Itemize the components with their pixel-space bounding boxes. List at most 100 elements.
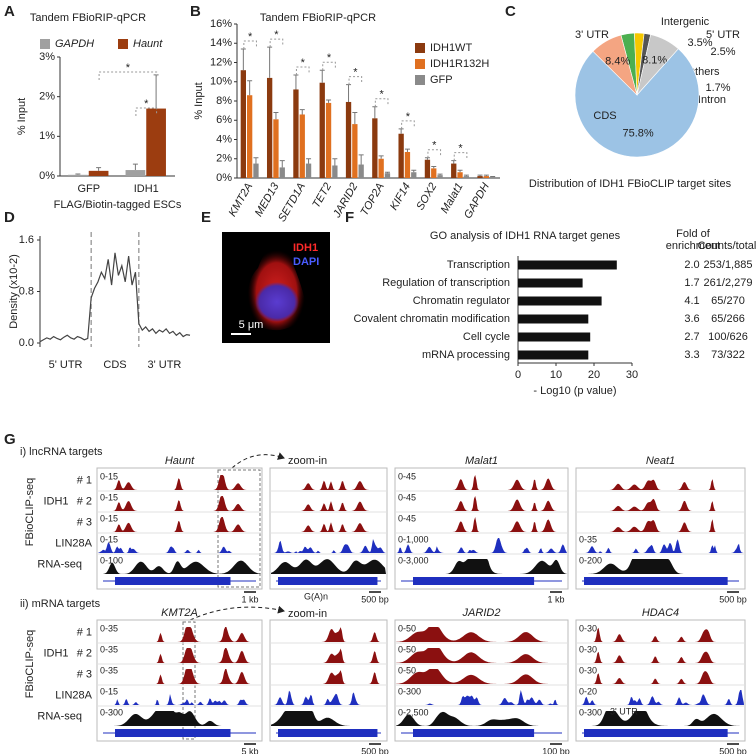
zoom-label: zoom-in — [288, 608, 327, 620]
row-label: RNA-seq — [37, 558, 82, 570]
bar — [319, 82, 325, 178]
bar — [246, 95, 253, 178]
track-signal — [98, 711, 261, 726]
x-tick-label: KIF14 — [388, 181, 413, 212]
track-range: 0-45 — [398, 513, 416, 523]
track-range: 0-300 — [579, 707, 602, 717]
track-signal — [396, 538, 567, 553]
track-range: 0-35 — [100, 623, 118, 633]
x-tick-label: 10 — [550, 369, 562, 381]
gene-exon — [584, 729, 728, 737]
slice-name: Intergenic — [661, 16, 710, 28]
error-bar — [398, 128, 404, 134]
gene-name: Malat1 — [465, 455, 498, 467]
track-range: 0-30 — [579, 623, 597, 633]
error-bar — [477, 174, 483, 177]
track-signal — [271, 690, 386, 705]
track-signal — [577, 671, 744, 684]
track-range: 0-1,000 — [398, 534, 429, 544]
error-bar — [153, 74, 159, 109]
x-tick-label: KMT2A — [227, 181, 256, 219]
significance-star: * — [353, 67, 358, 79]
stain-label: DAPI — [293, 256, 319, 268]
bar — [266, 77, 273, 178]
row-label: LIN28A — [55, 537, 92, 549]
track-signal — [577, 479, 744, 490]
error-bar — [132, 163, 138, 171]
region-label: CDS — [103, 359, 126, 371]
track-signal — [271, 522, 386, 532]
error-bar — [424, 157, 430, 160]
gene-name: Neat1 — [646, 455, 675, 467]
track-signal — [396, 496, 567, 511]
track-signal — [577, 690, 744, 705]
error-bar — [319, 69, 325, 83]
significance-star: * — [380, 89, 385, 101]
scale-label: 500 bp — [361, 746, 389, 754]
x-tick-label: GFP — [77, 183, 100, 195]
table-cell: 261/2,279 — [704, 277, 753, 289]
region-label: 5' UTR — [49, 359, 83, 371]
bar — [518, 260, 617, 270]
bar — [253, 163, 259, 178]
track-range: 0-30 — [579, 644, 597, 654]
x-tick-label: IDH1 — [134, 183, 159, 195]
error-bar — [247, 80, 253, 96]
significance-star: * — [406, 111, 411, 123]
y-tick-label: 1.6 — [19, 234, 34, 246]
significance-bracket — [322, 61, 336, 71]
error-bar — [299, 109, 305, 115]
category-label: Regulation of transcription — [382, 277, 510, 289]
x-tick-label: TET2 — [310, 181, 334, 210]
legend-swatch — [118, 39, 128, 49]
scale-label: 5 μm — [239, 319, 264, 331]
zoom-box — [217, 469, 261, 588]
legend-label: IDH1WT — [430, 42, 472, 54]
scale-label: 1 kb — [241, 594, 258, 604]
slice-name: CDS — [593, 110, 616, 122]
bar — [279, 167, 285, 178]
x-tick-label: GAPDH — [462, 181, 492, 221]
error-bar — [358, 154, 364, 165]
table-cell: 2.0 — [684, 259, 699, 271]
track-signal — [577, 651, 744, 663]
row-label: FBioCLIP-seq — [24, 478, 36, 546]
row-label: # 2 — [77, 647, 92, 659]
chart-title: Tandem FBioRIP-qPCR — [260, 12, 376, 24]
panel-letter: F — [345, 209, 354, 226]
error-bar — [253, 157, 259, 164]
error-bar — [326, 99, 332, 103]
bar — [384, 173, 391, 178]
bar — [483, 176, 490, 178]
gene-exon — [115, 729, 231, 737]
bar — [352, 124, 358, 178]
table-cell: 253/1,885 — [704, 259, 753, 271]
track-range: 0-300 — [100, 707, 123, 717]
track-signal — [271, 711, 386, 726]
significance-bracket — [243, 40, 257, 50]
y-tick-label: 16% — [210, 18, 232, 30]
track-signal — [271, 539, 386, 553]
zoom-label: zoom-in — [288, 455, 327, 467]
scale-label: 5 kb — [241, 746, 258, 754]
track-signal — [98, 560, 261, 574]
chart-title: GO analysis of IDH1 RNA target genes — [430, 230, 621, 242]
track-signal — [98, 648, 261, 663]
y-tick-label: 1% — [39, 130, 55, 142]
error-bar — [451, 160, 457, 164]
slice-value: 2.5% — [710, 46, 735, 58]
panel-letter: D — [4, 209, 15, 226]
y-tick-label: 4% — [216, 133, 232, 145]
category-label: Transcription — [447, 259, 510, 271]
bar — [378, 158, 384, 178]
track-range: 0-50 — [398, 644, 416, 654]
significance-star: * — [327, 52, 332, 64]
significance-bracket — [269, 38, 284, 48]
y-tick-label: 6% — [216, 114, 232, 126]
track-note: G(A)n — [304, 591, 328, 601]
track-signal — [577, 711, 744, 726]
gene-exon — [278, 577, 378, 585]
table-cell: 73/322 — [711, 349, 745, 361]
track-panel — [394, 619, 569, 742]
